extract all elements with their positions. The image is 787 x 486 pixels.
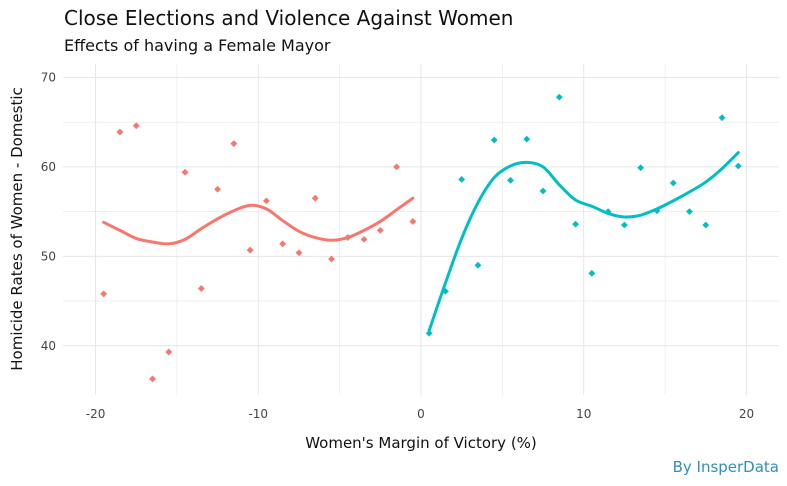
data-point-series-1 xyxy=(279,240,287,248)
data-point-series-1 xyxy=(149,375,156,383)
data-point-series-1 xyxy=(132,122,140,130)
data-point-series-2 xyxy=(653,207,661,215)
data-point-series-2 xyxy=(442,287,449,295)
data-point-series-2 xyxy=(621,221,628,229)
y-tick-label: 70 xyxy=(41,70,56,84)
chart-subtitle: Effects of having a Female Mayor xyxy=(64,36,331,55)
data-point-series-1 xyxy=(197,285,205,292)
data-point-series-1 xyxy=(311,194,319,202)
x-tick-label: 0 xyxy=(417,407,425,421)
smooth-lines xyxy=(102,151,740,333)
data-point-series-1 xyxy=(295,249,303,257)
data-point-series-2 xyxy=(686,208,693,216)
data-point-series-1 xyxy=(344,234,352,241)
smooth-line-series-1 xyxy=(102,196,415,246)
data-point-series-2 xyxy=(555,93,563,101)
x-tick-label: -20 xyxy=(86,407,106,421)
y-axis-label: Homicide Rates of Women - Domestic xyxy=(8,87,26,370)
y-tick-label: 40 xyxy=(41,339,56,353)
data-point-series-2 xyxy=(474,261,482,269)
data-point-series-1 xyxy=(116,128,124,136)
data-point-series-1 xyxy=(360,235,368,243)
chart-title: Close Elections and Violence Against Wom… xyxy=(64,6,514,30)
data-point-series-1 xyxy=(230,140,238,148)
data-point-series-1 xyxy=(246,246,254,254)
data-point-series-2 xyxy=(523,135,531,143)
data-point-series-2 xyxy=(425,329,433,337)
grid-lines xyxy=(63,64,779,395)
data-point-series-1 xyxy=(328,255,335,263)
data-point-series-1 xyxy=(409,218,417,225)
y-tick-label: 60 xyxy=(41,160,56,174)
data-point-series-1 xyxy=(181,168,189,176)
data-point-series-1 xyxy=(393,163,400,171)
data-point-series-2 xyxy=(490,136,498,144)
data-point-series-1 xyxy=(214,185,221,193)
smooth-line-series-2 xyxy=(427,151,740,333)
x-tick-label: 10 xyxy=(576,407,591,421)
data-points xyxy=(100,93,742,383)
data-point-series-2 xyxy=(702,221,710,229)
data-point-series-2 xyxy=(637,164,645,172)
data-point-series-2 xyxy=(458,176,466,183)
data-point-series-1 xyxy=(376,226,384,234)
data-point-series-1 xyxy=(263,197,270,205)
credit-caption: By InsperData xyxy=(672,458,779,476)
y-axis-ticks: 40 50 60 70 xyxy=(41,70,56,352)
data-point-series-2 xyxy=(734,162,742,170)
data-point-series-2 xyxy=(588,269,596,277)
data-point-series-1 xyxy=(165,348,173,356)
x-tick-label: 20 xyxy=(739,407,754,421)
y-tick-label: 50 xyxy=(41,249,56,263)
x-axis-label: Women's Margin of Victory (%) xyxy=(305,434,537,452)
data-point-series-2 xyxy=(604,208,612,216)
x-tick-label: -10 xyxy=(248,407,268,421)
x-axis-ticks: -20 -10 0 10 20 xyxy=(86,407,754,421)
data-point-series-2 xyxy=(669,179,677,187)
data-point-series-1 xyxy=(100,290,108,298)
data-point-series-2 xyxy=(539,187,547,195)
data-point-series-2 xyxy=(572,220,579,228)
data-point-series-2 xyxy=(718,114,726,122)
data-point-series-2 xyxy=(507,176,514,184)
